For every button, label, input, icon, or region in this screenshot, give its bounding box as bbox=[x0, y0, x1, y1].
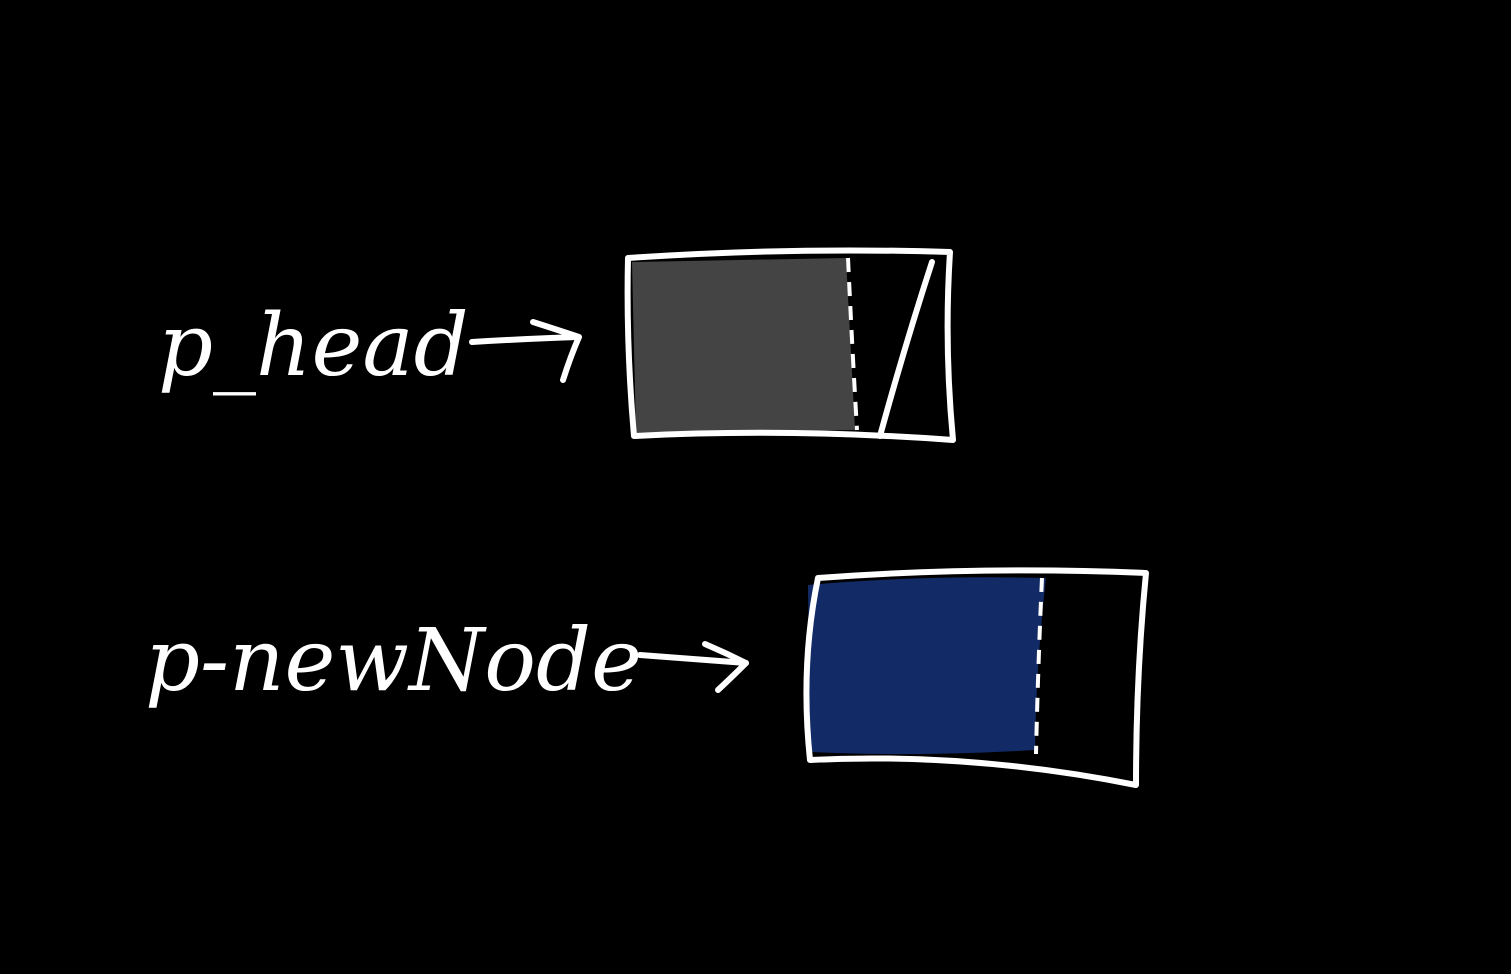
node-outline-new-node bbox=[803, 567, 1149, 788]
pointer-arrow-new-node bbox=[637, 641, 749, 693]
data-field-head bbox=[632, 258, 855, 433]
node-new-group: p-newNode bbox=[145, 567, 1149, 788]
node-box-new-node bbox=[803, 567, 1149, 788]
field-divider-head bbox=[846, 257, 859, 431]
data-field-new-node bbox=[808, 577, 1046, 755]
pointer-label-head: p_head bbox=[158, 296, 469, 396]
null-slash-icon bbox=[877, 259, 935, 439]
field-divider-new-node bbox=[1034, 577, 1044, 755]
node-box-head bbox=[624, 247, 956, 443]
pointer-label-new-node: p-newNode bbox=[145, 611, 642, 711]
node-outline-head bbox=[624, 247, 956, 443]
node-head-group: p_head bbox=[158, 247, 956, 443]
pointer-arrow-head bbox=[469, 319, 582, 383]
